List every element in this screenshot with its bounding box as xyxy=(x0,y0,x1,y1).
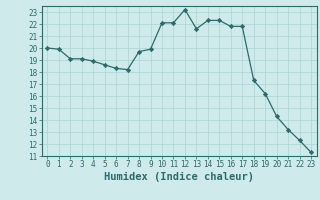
X-axis label: Humidex (Indice chaleur): Humidex (Indice chaleur) xyxy=(104,172,254,182)
